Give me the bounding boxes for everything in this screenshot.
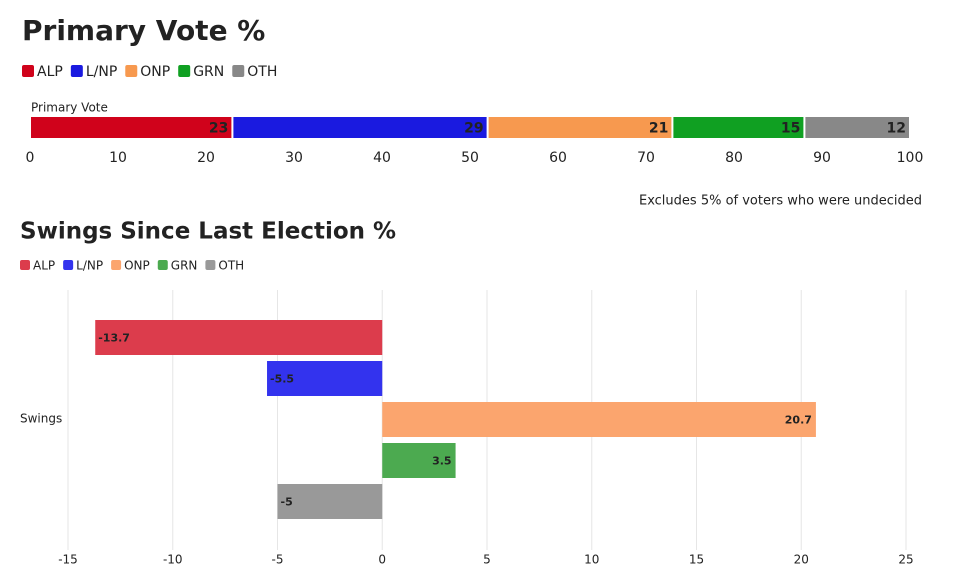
legend-swatch (157, 260, 168, 270)
value-label: 29 (464, 121, 483, 137)
x-tick-label: 10 (109, 150, 127, 166)
legend-swatch (63, 260, 74, 270)
category-label: Primary Vote (31, 101, 108, 115)
x-tick-label: 90 (813, 150, 831, 166)
x-tick-label: 0 (26, 150, 35, 166)
value-label: -5 (281, 496, 293, 509)
legend-label: OTH (247, 64, 277, 80)
value-label: -13.7 (98, 332, 130, 345)
x-tick-label: -15 (58, 553, 78, 567)
legend-label: ONP (124, 259, 150, 273)
legend-swatch (111, 260, 122, 270)
chart-title: Primary Vote % (22, 14, 265, 47)
x-tick-label: 100 (897, 150, 924, 166)
x-tick-label: 0 (378, 553, 386, 567)
value-label: 15 (781, 121, 800, 137)
value-label: 3.5 (432, 455, 452, 468)
x-tick-label: 10 (584, 553, 599, 567)
bar (277, 484, 383, 519)
value-label: 21 (649, 121, 668, 137)
legend-label: ONP (140, 64, 170, 80)
x-tick-label: 20 (794, 553, 809, 567)
value-label: 20.7 (785, 414, 812, 427)
x-tick-label: -5 (272, 553, 284, 567)
x-tick-label: 50 (461, 150, 479, 166)
chart-title: Swings Since Last Election % (20, 219, 396, 245)
legend-label: L/NP (86, 64, 117, 80)
category-label: Swings (20, 412, 62, 426)
legend-swatch (20, 260, 30, 270)
bar (267, 361, 383, 396)
legend-label: GRN (171, 259, 198, 273)
bar (95, 320, 383, 355)
x-tick-label: 20 (197, 150, 215, 166)
legend-swatch (22, 65, 34, 77)
x-tick-label: 60 (549, 150, 567, 166)
x-tick-label: 5 (483, 553, 491, 567)
x-tick-label: 40 (373, 150, 391, 166)
x-tick-label: 30 (285, 150, 303, 166)
bar (31, 117, 232, 138)
x-tick-label: -10 (163, 553, 183, 567)
legend-label: OTH (218, 259, 244, 273)
bar (805, 117, 909, 138)
x-tick-label: 25 (898, 553, 913, 567)
x-tick-label: 70 (637, 150, 655, 166)
bar (488, 117, 672, 138)
legend-swatch (205, 260, 216, 270)
annotation: Excludes 5% of voters who were undecided (639, 194, 922, 209)
legend-swatch (125, 65, 138, 77)
x-tick-label: 80 (725, 150, 743, 166)
value-label: 23 (209, 121, 228, 137)
legend-label: ALP (37, 64, 63, 80)
bar (382, 443, 456, 478)
value-label: 12 (887, 121, 906, 137)
bar (233, 117, 487, 138)
legend-label: GRN (193, 64, 224, 80)
legend-label: ALP (33, 259, 55, 273)
x-tick-label: 15 (689, 553, 704, 567)
legend-swatch (70, 65, 83, 77)
legend-swatch (178, 65, 191, 77)
value-label: -5.5 (270, 373, 294, 386)
bar (673, 117, 804, 138)
legend-label: L/NP (76, 259, 103, 273)
legend-swatch (232, 65, 245, 77)
bar (382, 402, 816, 437)
